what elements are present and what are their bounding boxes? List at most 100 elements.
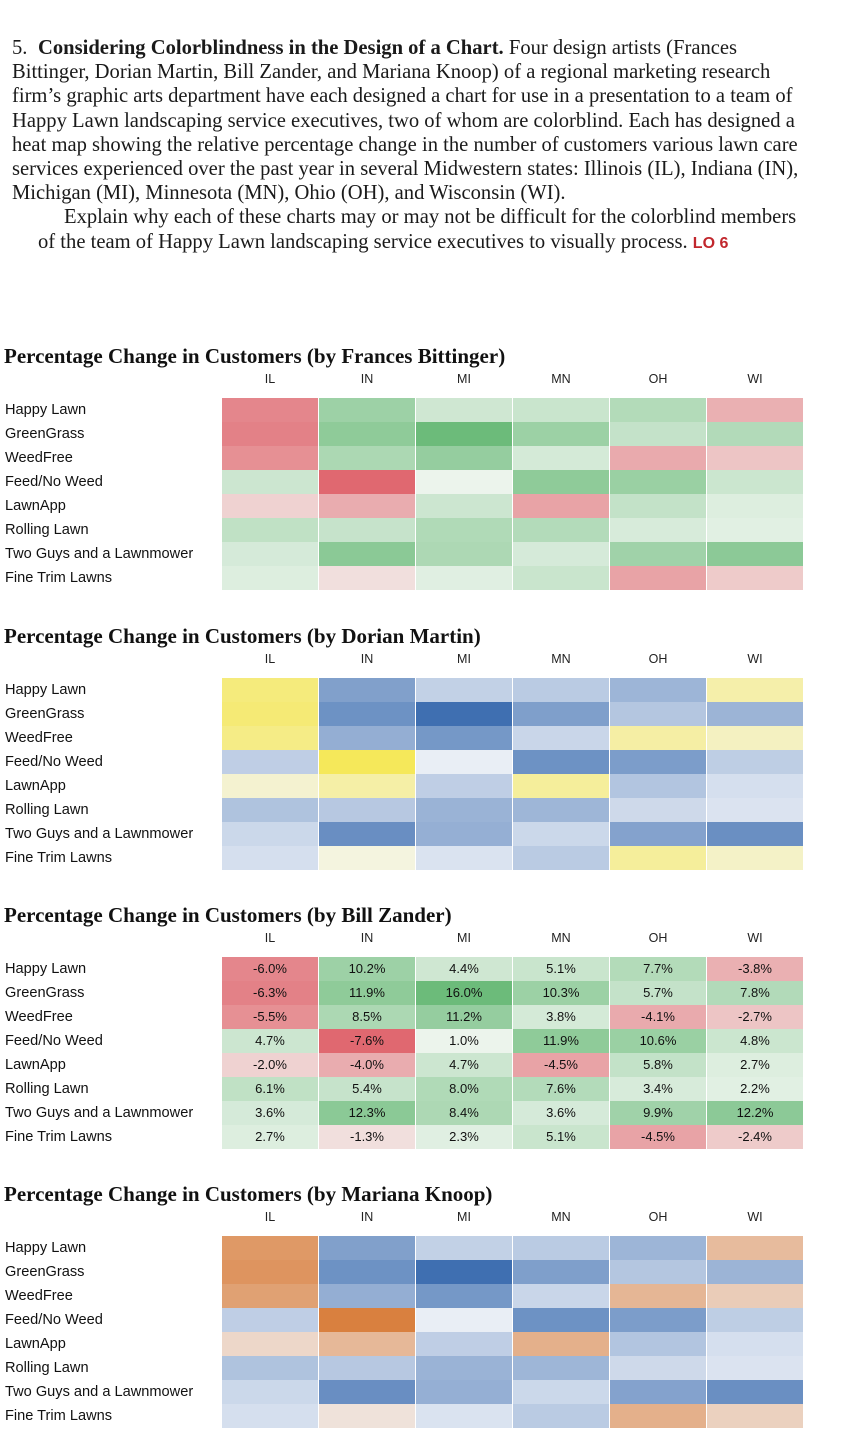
heatmap-cell: [707, 566, 803, 590]
column-header-in: IN: [360, 931, 374, 945]
column-header-mi: MI: [457, 1210, 471, 1224]
heatmap-cell: [610, 398, 706, 422]
heatmap-cell: 2.7%: [707, 1053, 803, 1077]
column-header-il: IL: [264, 931, 276, 945]
heatmap-cell: [222, 1260, 318, 1284]
heatmap-cell: [222, 1236, 318, 1260]
chart-title: Percentage Change in Customers (by Doria…: [4, 624, 481, 648]
heatmap-cell: [222, 822, 318, 846]
column-header-wi: WI: [747, 1210, 763, 1224]
heatmap-cell: [222, 518, 318, 542]
heatmap-cell: [416, 470, 512, 494]
heatmap-cell: 4.7%: [222, 1029, 318, 1053]
heatmap-cell: 7.6%: [513, 1077, 609, 1101]
heatmap-cell: [416, 1356, 512, 1380]
row-label: Two Guys and a Lawnmower: [5, 546, 194, 562]
row-label: WeedFree: [5, 730, 73, 746]
heatmap-cell: [416, 1260, 512, 1284]
row-label: LawnApp: [5, 498, 66, 514]
heatmap-cell: [319, 494, 415, 518]
heatmap-cell: [610, 750, 706, 774]
heatmap-cell: 4.4%: [416, 957, 512, 981]
heatmap-cell: [222, 1356, 318, 1380]
heatmap-cell: [707, 1404, 803, 1428]
heatmap-cell: 10.2%: [319, 957, 415, 981]
heatmap-cell: [222, 798, 318, 822]
heatmap-cell: -4.5%: [610, 1125, 706, 1149]
row-label: Fine Trim Lawns: [5, 1408, 113, 1424]
heatmap-cell: [222, 1284, 318, 1308]
heatmap-cell: [416, 1308, 512, 1332]
heatmap-cell: [513, 1260, 609, 1284]
heatmap-cell: [513, 798, 609, 822]
heatmap-cell: [416, 774, 512, 798]
heatmap-cell: [319, 774, 415, 798]
heatmap-cell: -1.3%: [319, 1125, 415, 1149]
heatmap-cell: [416, 846, 512, 870]
column-header-mi: MI: [457, 931, 471, 945]
heatmap-cell: [610, 1404, 706, 1428]
learning-objective-tag: LO 6: [692, 234, 729, 252]
heatmap-cell: 6.1%: [222, 1077, 318, 1101]
heatmap-cell: [319, 1308, 415, 1332]
heatmap-cell: 3.4%: [610, 1077, 706, 1101]
heatmap-cell: [610, 446, 706, 470]
column-header-il: IL: [264, 372, 276, 386]
exercise-paragraph-1-text: Four design artists (Frances Bittinger, …: [12, 37, 799, 205]
heatmap-cell: [610, 470, 706, 494]
column-header-il: IL: [264, 1210, 276, 1224]
heatmap-cell: [610, 1284, 706, 1308]
heatmap-cell: [707, 1356, 803, 1380]
heatmap-cell: [222, 774, 318, 798]
heatmap-cell: [707, 518, 803, 542]
exercise-paragraph-2: Explain why each of these charts may or …: [12, 205, 802, 255]
heatmap-cell: [707, 726, 803, 750]
heatmap-cell: [416, 518, 512, 542]
heatmap-cell: 2.2%: [707, 1077, 803, 1101]
row-label: GreenGrass: [5, 1264, 85, 1280]
column-header-wi: WI: [747, 652, 763, 666]
heatmap-cell: [416, 1380, 512, 1404]
heatmap-cell: [222, 398, 318, 422]
column-header-oh: OH: [648, 652, 668, 666]
heatmap-martin: Percentage Change in Customers (by Doria…: [0, 624, 860, 874]
heatmap-cell: [513, 566, 609, 590]
exercise-number: 5.: [12, 37, 28, 59]
heatmap-cell: 3.6%: [513, 1101, 609, 1125]
heatmap-cell: 3.6%: [222, 1101, 318, 1125]
column-header-mn: MN: [551, 652, 571, 666]
heatmap-cell: [222, 422, 318, 446]
heatmap-cell: [707, 702, 803, 726]
heatmap-zander: Percentage Change in Customers (by Bill …: [0, 903, 860, 1153]
heatmap-cell: [222, 1308, 318, 1332]
heatmap-cell: [707, 1236, 803, 1260]
heatmap-cell: [319, 702, 415, 726]
heatmap-cell: [707, 542, 803, 566]
heatmap-cell: [610, 1380, 706, 1404]
row-label: LawnApp: [5, 1057, 66, 1073]
heatmap-cell: [319, 566, 415, 590]
heatmap-cell: [513, 846, 609, 870]
heatmap-cell: [513, 1332, 609, 1356]
heatmap-knoop: Percentage Change in Customers (by Maria…: [0, 1182, 860, 1432]
heatmap-cell: -5.5%: [222, 1005, 318, 1029]
row-label: Two Guys and a Lawnmower: [5, 826, 194, 842]
heatmap-cell: [513, 750, 609, 774]
heatmap-cell: [707, 446, 803, 470]
column-header-in: IN: [360, 372, 374, 386]
heatmap-cell: [319, 446, 415, 470]
heatmap-cell: [513, 1356, 609, 1380]
heatmap-cell: [319, 750, 415, 774]
row-label: Rolling Lawn: [5, 802, 89, 818]
heatmap-cell: 8.0%: [416, 1077, 512, 1101]
heatmap-cell: 12.2%: [707, 1101, 803, 1125]
heatmap-cell: [513, 518, 609, 542]
heatmap-cell: 2.3%: [416, 1125, 512, 1149]
row-label: GreenGrass: [5, 985, 85, 1001]
heatmap-cell: [416, 1404, 512, 1428]
exercise-paragraph-2-text: Explain why each of these charts may or …: [38, 206, 797, 253]
heatmap-cell: 3.8%: [513, 1005, 609, 1029]
heatmap-cell: [416, 798, 512, 822]
heatmap-cell: [707, 398, 803, 422]
row-label: GreenGrass: [5, 706, 85, 722]
